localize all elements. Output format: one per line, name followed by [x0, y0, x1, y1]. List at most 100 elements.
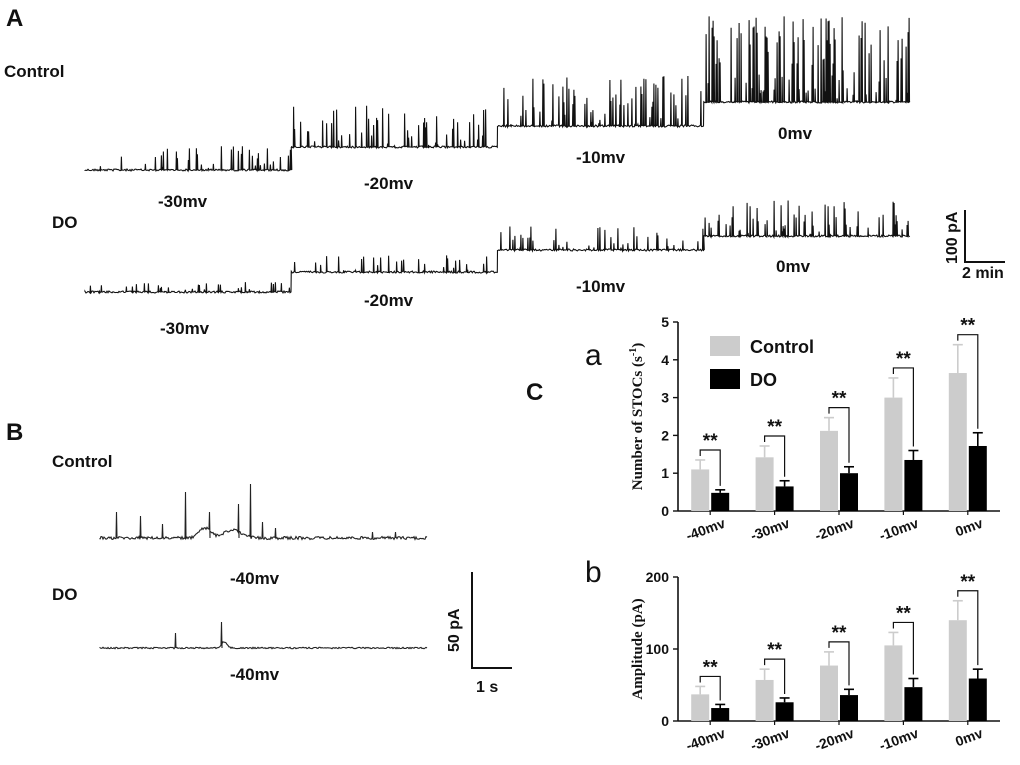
x-category-label: 0mv [953, 725, 985, 750]
panel-a-do-voltage-1: -30mv [160, 319, 210, 338]
do-bar [904, 459, 923, 511]
legend-do-swatch [710, 369, 740, 389]
significance-bracket [763, 435, 786, 477]
do-bar [904, 687, 923, 721]
significance-bracket [892, 367, 915, 447]
panel-b-do-label: DO [52, 585, 78, 604]
significance-bracket [892, 621, 915, 675]
current-trace-path [84, 16, 911, 173]
y-axis-label-superscript: -1 [628, 348, 639, 356]
panel-a-do-trace [84, 200, 911, 295]
panel-c-letter: C [526, 379, 543, 406]
y-tick-label: 4 [661, 352, 669, 368]
y-axis-label: Number of STOCs (s-1) [628, 343, 646, 490]
panel-a-scale-bar: 100 pA 2 min [944, 210, 1005, 282]
significance-label: ** [960, 316, 975, 337]
panel-a-do-voltage-2: -20mv [364, 291, 414, 310]
panel-b-control-voltage: -40mv [230, 569, 280, 588]
panel-b-control-label: Control [52, 452, 112, 471]
panel-a-control-label: Control [4, 62, 64, 81]
chart-a-stoc-count: 0 1 2 3 4 5 -40mv ** -30mv ** -20mv ** -10mv ** 0mv ** N… [628, 314, 1000, 544]
significance-label: ** [896, 349, 911, 370]
panel-a-control-voltage-3: -10mv [576, 148, 626, 167]
panel-a-scale-y-label: 100 pA [944, 211, 961, 264]
control-bar [691, 469, 710, 511]
panel-b-do-voltage: -40mv [230, 665, 280, 684]
do-bar [968, 445, 987, 511]
significance-label: ** [703, 657, 718, 678]
do-bar [968, 678, 987, 721]
y-axis-label: Amplitude (pA) [630, 598, 646, 699]
significance-label: ** [703, 431, 718, 452]
legend-control-label: Control [750, 337, 814, 357]
current-trace-path [99, 621, 428, 650]
panel-b-control-trace [99, 483, 428, 541]
panel-a-letter: A [6, 5, 23, 32]
significance-label: ** [832, 389, 847, 410]
panel-a-control-voltage-4: 0mv [778, 124, 813, 143]
panel-b-do-trace [99, 621, 428, 650]
x-category-label: -10mv [877, 515, 921, 544]
current-trace-path [99, 483, 428, 541]
x-category-label: -30mv [748, 515, 792, 544]
y-tick-label: 2 [661, 427, 669, 443]
do-bar [840, 695, 858, 721]
do-bar [711, 708, 730, 721]
x-category-label: 0mv [953, 515, 985, 540]
significance-bracket [957, 334, 979, 429]
panel-b-scale-bar: 50 pA 1 s [446, 572, 512, 696]
chart-b-amplitude: 0 100 200 -40mv ** -30mv ** -20mv ** -10mv ** 0mv **… [630, 569, 1000, 754]
chart-a-sublabel: a [585, 339, 602, 372]
significance-bracket [957, 590, 979, 666]
panel-b-letter: B [6, 419, 23, 446]
y-tick-label: 5 [661, 314, 669, 330]
do-bar [775, 486, 794, 511]
significance-bracket [828, 407, 850, 463]
panel-a-control-voltage-2: -20mv [364, 174, 414, 193]
y-tick-label: 200 [646, 569, 670, 585]
significance-label: ** [767, 417, 782, 438]
control-bar [820, 665, 838, 721]
x-category-label: -20mv [813, 515, 857, 544]
x-category-label: -40mv [684, 725, 728, 754]
x-category-label: -10mv [877, 725, 921, 754]
legend-do-label: DO [750, 370, 777, 390]
significance-bracket [763, 658, 786, 694]
y-axis-label-close: ) [630, 343, 646, 348]
x-category-label: -20mv [813, 725, 857, 754]
control-bar [820, 430, 838, 511]
control-bar [691, 694, 710, 721]
control-bar [884, 645, 903, 721]
do-bar [711, 492, 730, 511]
control-bar [884, 397, 903, 511]
significance-label: ** [832, 623, 847, 644]
do-bar [840, 473, 858, 511]
significance-label: ** [960, 572, 975, 593]
panel-a-do-label: DO [52, 213, 78, 232]
panel-b-scale-y-label: 50 pA [446, 608, 463, 652]
x-category-label: -30mv [748, 725, 792, 754]
control-bar [755, 457, 774, 511]
panel-a-scale-x-label: 2 min [962, 265, 1004, 282]
y-tick-label: 3 [661, 390, 669, 406]
current-trace-path [84, 200, 911, 295]
panel-a-do-voltage-4: 0mv [776, 257, 811, 276]
control-bar [755, 679, 774, 721]
legend-control-swatch [710, 336, 740, 356]
control-bar [948, 373, 967, 511]
y-tick-label: 1 [661, 465, 669, 481]
panel-b-scale-x-label: 1 s [476, 679, 498, 696]
significance-bracket [699, 675, 721, 701]
y-tick-label: 100 [646, 641, 670, 657]
panel-a-do-voltage-3: -10mv [576, 277, 626, 296]
do-bar [775, 702, 794, 721]
significance-label: ** [896, 603, 911, 624]
panel-a-control-voltage-1: -30mv [158, 192, 208, 211]
significance-label: ** [767, 640, 782, 661]
significance-bracket [699, 449, 721, 486]
x-category-label: -40mv [684, 515, 728, 544]
control-bar [948, 620, 967, 721]
y-tick-label: 0 [661, 713, 669, 729]
panel-a-control-trace [84, 16, 911, 173]
